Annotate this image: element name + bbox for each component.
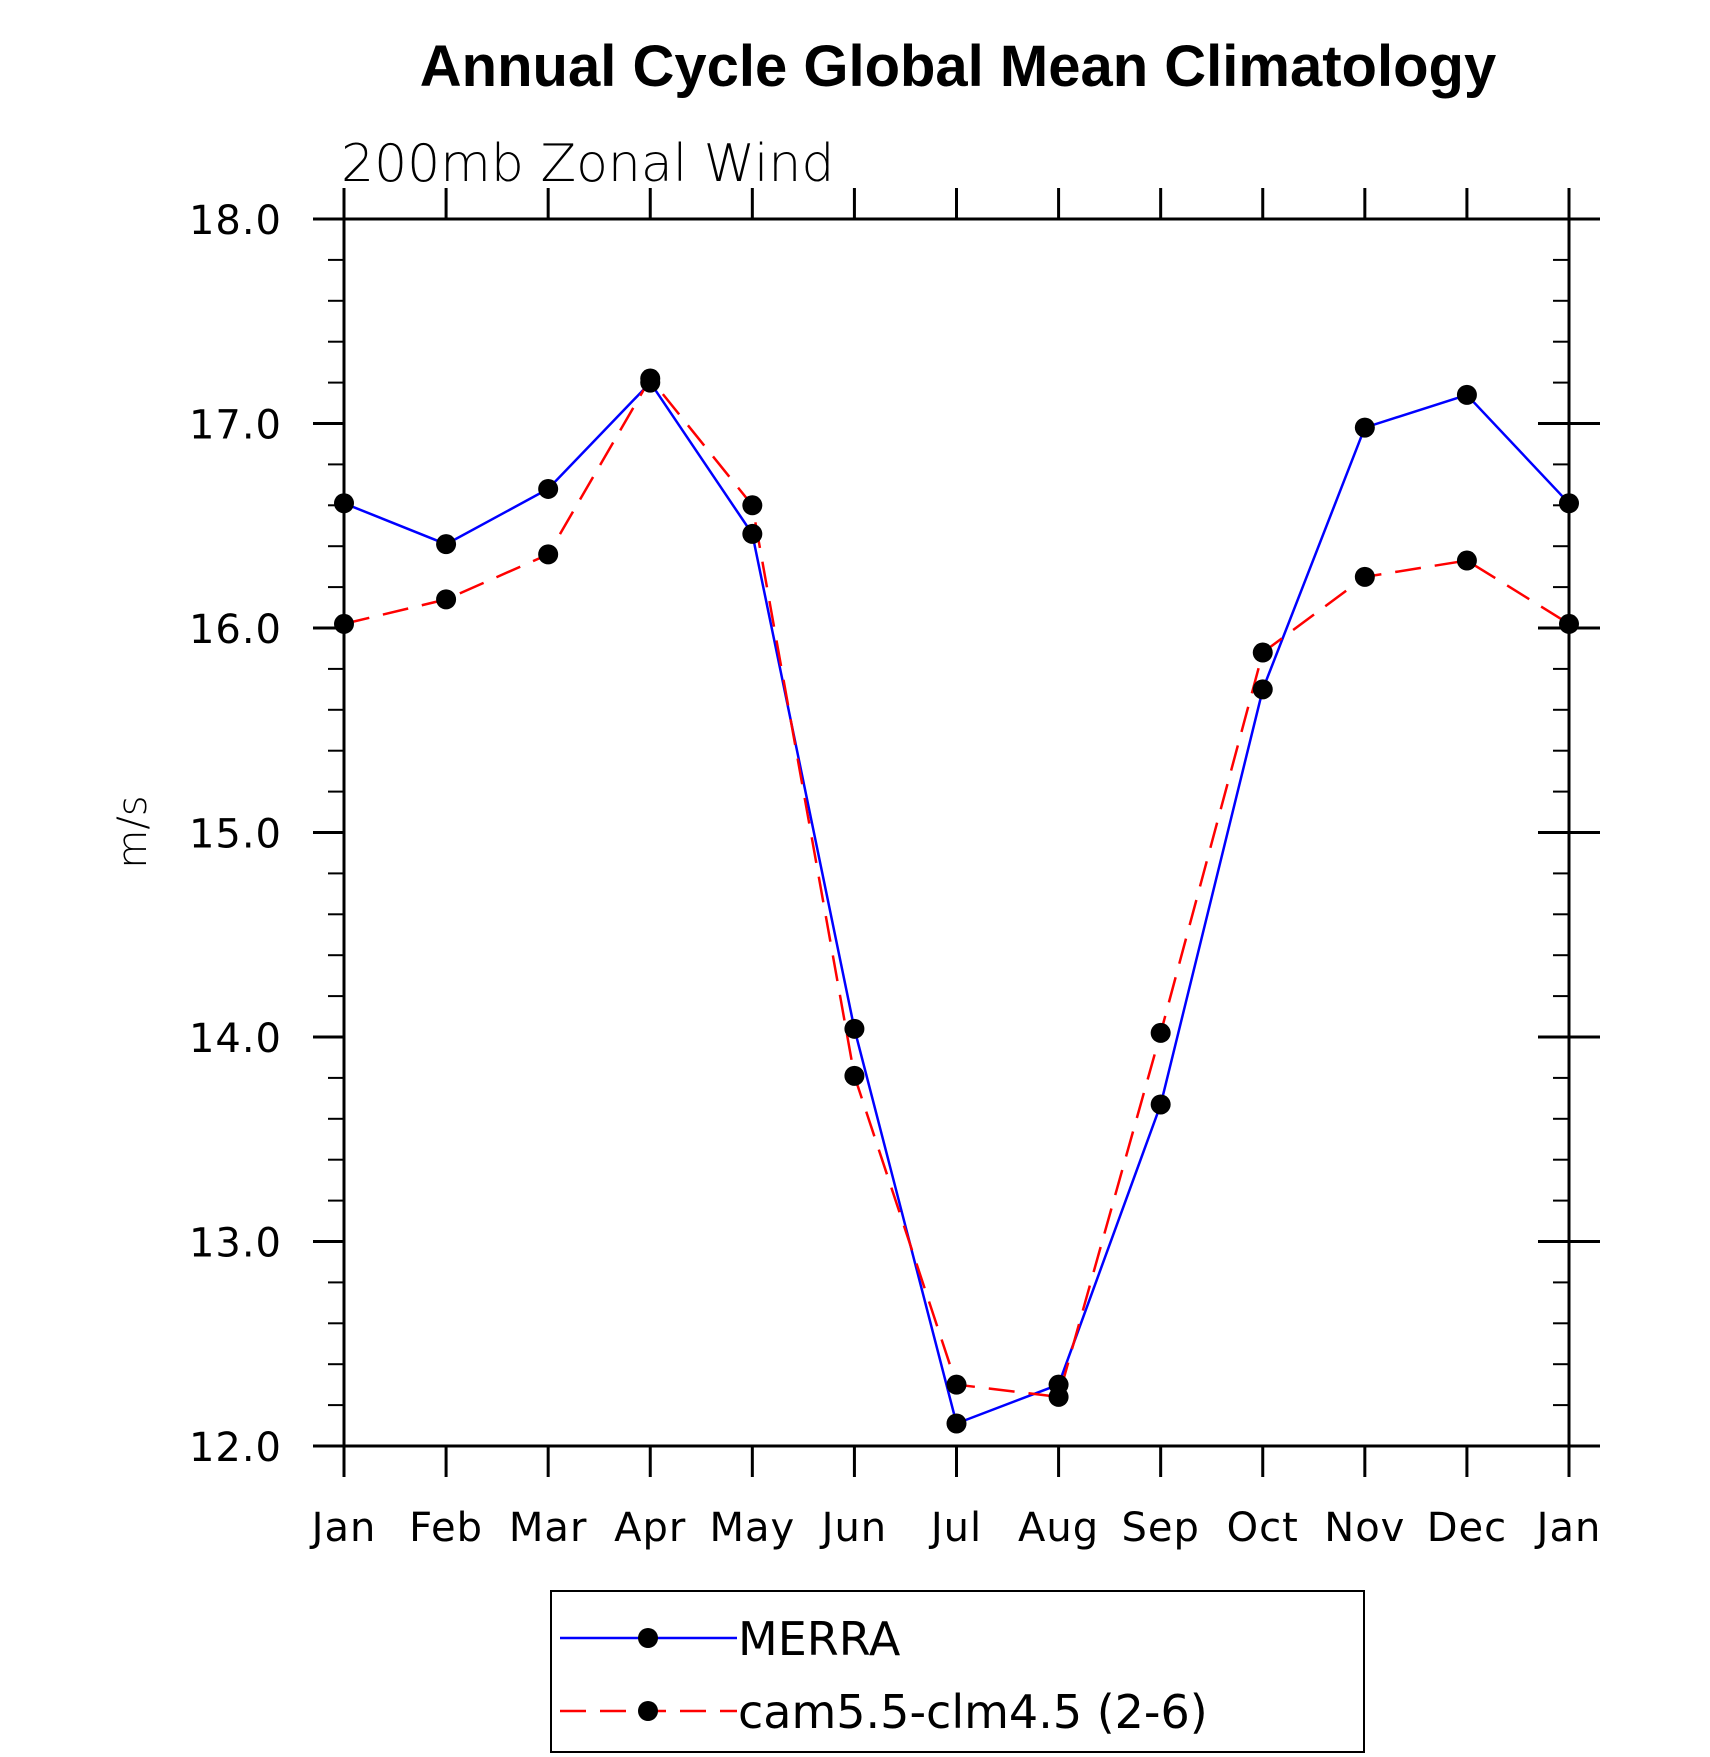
plot-frame — [342, 217, 1571, 1448]
chart-subtitle: 200mb Zonal Wind — [341, 134, 834, 194]
data-point — [1252, 642, 1273, 663]
legend-label: MERRA — [738, 1612, 901, 1666]
x-tick-label: Dec — [1427, 1505, 1507, 1551]
x-tick-label: May — [709, 1505, 795, 1551]
data-point — [742, 495, 763, 516]
data-point — [844, 1018, 865, 1039]
data-point — [1456, 384, 1477, 405]
data-point — [436, 589, 457, 610]
y-tick-label: 14.0 — [189, 1016, 282, 1062]
series-line — [343, 376, 1570, 1399]
y-axis-label: m/s — [110, 795, 156, 868]
x-tick-label: Jun — [819, 1505, 888, 1551]
x-tick-label: Aug — [1018, 1505, 1099, 1551]
y-tick-label: 17.0 — [189, 403, 282, 449]
legend-marker — [638, 1701, 658, 1721]
y-tick-label: 18.0 — [189, 198, 282, 244]
data-point — [844, 1065, 865, 1086]
x-tick-label: Apr — [614, 1505, 686, 1551]
data-point — [946, 1413, 967, 1434]
data-point — [1048, 1386, 1069, 1407]
data-point — [1252, 679, 1273, 700]
x-tick-label: Mar — [509, 1505, 587, 1551]
series-line — [343, 380, 1570, 1426]
x-tick-label: Jan — [1534, 1505, 1602, 1551]
legend: MERRA cam5.5-clm4.5 (2-6) — [550, 1590, 1365, 1753]
y-tick-label: 13.0 — [189, 1221, 282, 1267]
tick-labels: Jan Feb Mar Apr May Jun Jul Aug Sep Oct Nov Dec Jan 1… — [189, 198, 1602, 1551]
data-point — [538, 544, 559, 565]
x-tick-label: Jul — [928, 1505, 982, 1551]
data-point — [640, 368, 661, 389]
data-point — [946, 1374, 967, 1395]
data-point — [742, 523, 763, 544]
chart-title: Annual Cycle Global Mean Climatology — [420, 34, 1496, 99]
data-point — [1456, 550, 1477, 571]
x-tick-label: Feb — [409, 1505, 483, 1551]
x-tick-label: Oct — [1227, 1505, 1299, 1551]
x-tick-label: Jan — [309, 1505, 377, 1551]
x-tick-label: Nov — [1324, 1505, 1405, 1551]
legend-box — [550, 1590, 1365, 1753]
y-tick-label: 15.0 — [189, 812, 282, 858]
data-point — [1354, 417, 1375, 438]
legend-marker — [638, 1628, 658, 1648]
data-point — [1354, 566, 1375, 587]
y-tick-label: 16.0 — [189, 607, 282, 653]
data-point — [538, 478, 559, 499]
data-series — [334, 368, 1579, 1434]
x-tick-label: Sep — [1121, 1505, 1199, 1551]
y-tick-label: 12.0 — [189, 1425, 282, 1471]
data-point — [436, 534, 457, 555]
axis-ticks — [313, 188, 1600, 1477]
data-point — [1150, 1022, 1171, 1043]
legend-label: cam5.5-clm4.5 (2-6) — [738, 1685, 1208, 1739]
data-point — [1150, 1094, 1171, 1115]
